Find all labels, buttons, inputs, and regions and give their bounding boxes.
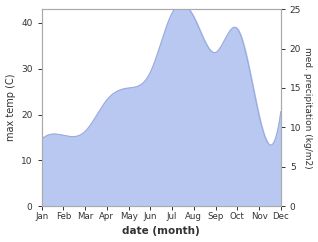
Y-axis label: max temp (C): max temp (C) — [5, 74, 16, 141]
Y-axis label: med. precipitation (kg/m2): med. precipitation (kg/m2) — [303, 47, 313, 168]
X-axis label: date (month): date (month) — [122, 227, 200, 236]
